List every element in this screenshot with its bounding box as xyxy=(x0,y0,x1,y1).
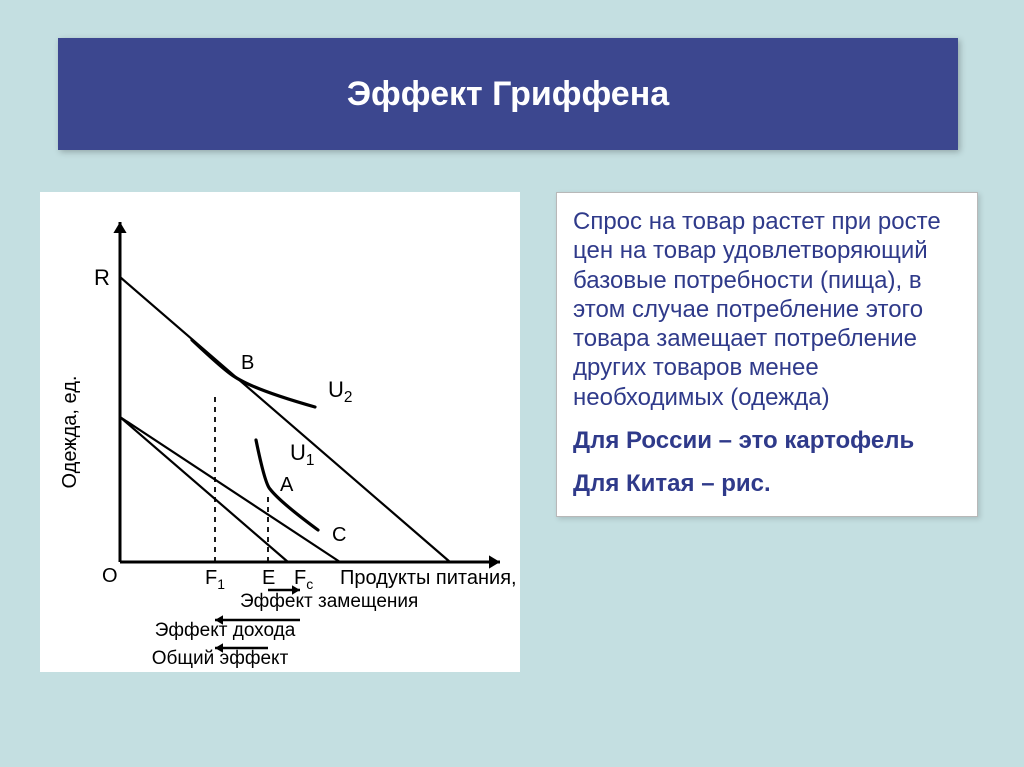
slide-title: Эффект Гриффена xyxy=(347,75,669,114)
svg-text:Продукты питания, ед.: Продукты питания, ед. xyxy=(340,567,520,589)
description-china: Для Китая – рис. xyxy=(573,469,961,498)
description-russia: Для России – это картофель xyxy=(573,426,961,455)
chart-container: Одежда, ед.Продукты питания, ед.ORBACU1U… xyxy=(40,192,520,672)
description-box: Спрос на товар растет при росте цен на т… xyxy=(556,192,978,517)
svg-text:B: B xyxy=(241,352,254,374)
title-bar: Эффект Гриффена xyxy=(58,38,958,150)
svg-text:E: E xyxy=(262,567,275,589)
giffen-chart: Одежда, ед.Продукты питания, ед.ORBACU1U… xyxy=(40,192,520,672)
svg-text:C: C xyxy=(332,524,346,546)
svg-text:A: A xyxy=(280,474,294,496)
svg-text:Общий эффект: Общий эффект xyxy=(152,648,289,669)
svg-text:Эффект дохода: Эффект дохода xyxy=(155,620,296,641)
svg-text:Эффект замещения: Эффект замещения xyxy=(240,591,418,612)
svg-text:Одежда, ед.: Одежда, ед. xyxy=(59,376,81,489)
description-main: Спрос на товар растет при росте цен на т… xyxy=(573,207,961,412)
slide: Эффект Гриффена Одежда, ед. Продукты пита… xyxy=(0,0,1024,767)
svg-text:O: O xyxy=(102,565,118,587)
svg-text:R: R xyxy=(94,265,110,290)
